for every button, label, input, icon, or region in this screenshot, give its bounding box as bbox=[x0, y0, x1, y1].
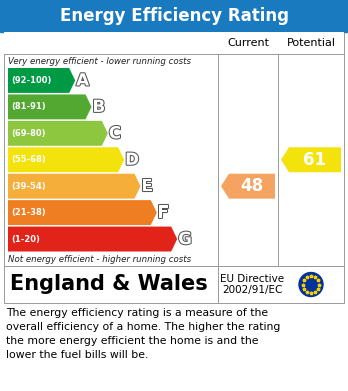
Text: 48: 48 bbox=[240, 177, 263, 195]
Text: (81-91): (81-91) bbox=[11, 102, 46, 111]
Text: 2002/91/EC: 2002/91/EC bbox=[222, 285, 282, 296]
Polygon shape bbox=[8, 226, 177, 251]
Text: England & Wales: England & Wales bbox=[10, 274, 208, 294]
Text: (1-20): (1-20) bbox=[11, 235, 40, 244]
Bar bbox=[4, 266, 344, 303]
Text: G: G bbox=[178, 230, 192, 248]
Polygon shape bbox=[8, 174, 141, 199]
Bar bbox=[4, 32, 344, 54]
Text: F: F bbox=[158, 204, 169, 222]
Text: Energy Efficiency Rating: Energy Efficiency Rating bbox=[60, 7, 288, 25]
Text: A: A bbox=[76, 72, 89, 90]
Circle shape bbox=[299, 273, 323, 296]
Bar bbox=[4, 32, 344, 266]
Text: C: C bbox=[109, 124, 121, 142]
Polygon shape bbox=[8, 68, 75, 93]
Text: Current: Current bbox=[227, 38, 269, 48]
Polygon shape bbox=[8, 95, 92, 119]
Text: (21-38): (21-38) bbox=[11, 208, 46, 217]
Text: Very energy efficient - lower running costs: Very energy efficient - lower running co… bbox=[8, 57, 191, 66]
Polygon shape bbox=[221, 174, 275, 199]
Text: (39-54): (39-54) bbox=[11, 182, 46, 191]
Text: The energy efficiency rating is a measure of the
overall efficiency of a home. T: The energy efficiency rating is a measur… bbox=[6, 308, 280, 360]
Text: Not energy efficient - higher running costs: Not energy efficient - higher running co… bbox=[8, 255, 191, 264]
Text: Potential: Potential bbox=[286, 38, 335, 48]
Polygon shape bbox=[8, 147, 124, 172]
Polygon shape bbox=[281, 147, 341, 172]
Text: EU Directive: EU Directive bbox=[220, 274, 284, 285]
Text: E: E bbox=[142, 177, 153, 195]
Text: (55-68): (55-68) bbox=[11, 155, 46, 164]
Polygon shape bbox=[8, 200, 157, 225]
Polygon shape bbox=[8, 121, 108, 146]
Text: D: D bbox=[125, 151, 139, 169]
Bar bbox=[0, 0, 348, 32]
Text: (92-100): (92-100) bbox=[11, 76, 52, 85]
Text: (69-80): (69-80) bbox=[11, 129, 46, 138]
Text: 61: 61 bbox=[303, 151, 326, 169]
Text: B: B bbox=[93, 98, 105, 116]
